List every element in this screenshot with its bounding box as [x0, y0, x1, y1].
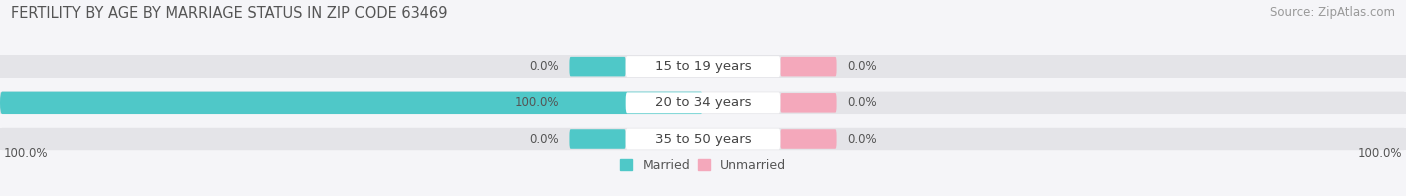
Bar — [0, 92, 1406, 114]
Text: 0.0%: 0.0% — [529, 132, 560, 145]
Text: 0.0%: 0.0% — [529, 60, 560, 73]
Text: 100.0%: 100.0% — [1358, 147, 1403, 160]
Text: FERTILITY BY AGE BY MARRIAGE STATUS IN ZIP CODE 63469: FERTILITY BY AGE BY MARRIAGE STATUS IN Z… — [11, 6, 447, 21]
FancyBboxPatch shape — [569, 57, 626, 76]
FancyBboxPatch shape — [569, 93, 626, 113]
Text: 100.0%: 100.0% — [515, 96, 560, 109]
FancyBboxPatch shape — [0, 55, 1406, 78]
FancyBboxPatch shape — [626, 129, 780, 150]
FancyBboxPatch shape — [0, 92, 1406, 114]
Text: 0.0%: 0.0% — [846, 96, 877, 109]
Text: 100.0%: 100.0% — [3, 147, 48, 160]
Text: 20 to 34 years: 20 to 34 years — [655, 96, 751, 109]
Bar — [0, 55, 1406, 78]
FancyBboxPatch shape — [569, 129, 626, 149]
FancyBboxPatch shape — [0, 92, 703, 114]
Bar — [0, 128, 1406, 150]
Legend: Married, Unmarried: Married, Unmarried — [616, 155, 790, 176]
FancyBboxPatch shape — [780, 129, 837, 149]
FancyBboxPatch shape — [780, 93, 837, 113]
FancyBboxPatch shape — [626, 92, 780, 113]
Text: 35 to 50 years: 35 to 50 years — [655, 132, 751, 145]
Text: 15 to 19 years: 15 to 19 years — [655, 60, 751, 73]
FancyBboxPatch shape — [626, 56, 780, 77]
Text: 0.0%: 0.0% — [846, 132, 877, 145]
Text: 0.0%: 0.0% — [846, 60, 877, 73]
Text: Source: ZipAtlas.com: Source: ZipAtlas.com — [1270, 6, 1395, 19]
FancyBboxPatch shape — [0, 128, 1406, 150]
FancyBboxPatch shape — [780, 57, 837, 76]
